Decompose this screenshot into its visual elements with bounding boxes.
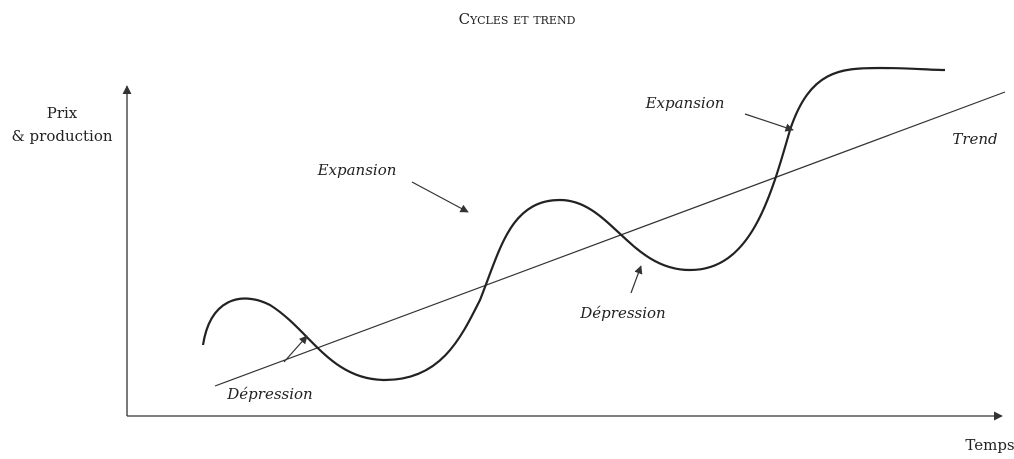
trend-line: [214, 91, 1006, 387]
depression-label: Dépression: [226, 385, 312, 403]
arrow: [283, 335, 308, 363]
expansion-label: Expansion: [317, 161, 397, 179]
depression-label: Dépression: [579, 304, 665, 322]
expansion-label: Expansion: [645, 94, 725, 112]
y-axis-label: Prix: [47, 104, 78, 122]
arrow: [744, 113, 794, 132]
trend-label: Trend: [952, 130, 997, 148]
x-axis-label: Temps: [965, 436, 1014, 454]
arrow: [411, 181, 469, 213]
title: Cycles et trend: [459, 10, 576, 28]
arrow: [630, 265, 643, 294]
y-axis-label: & production: [11, 127, 112, 145]
cycle-curve: [201, 66, 946, 382]
